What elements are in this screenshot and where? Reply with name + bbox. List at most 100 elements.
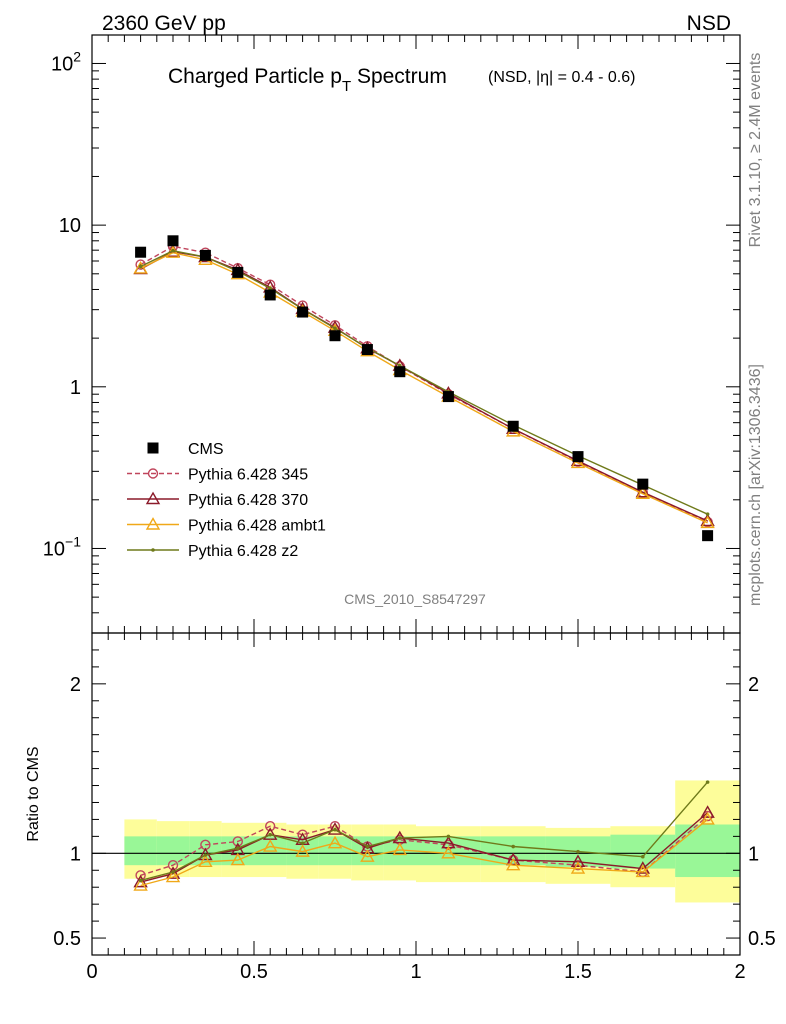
legend-label: Pythia 6.428 z2: [188, 543, 298, 560]
legend-item-cms: CMS: [147, 441, 224, 458]
ratio-point-pythia-6-428-370: [133, 874, 148, 888]
ratio-y-tick-label-right: 2: [748, 674, 759, 696]
ratio-point-pythia-6-428-ambt1: [262, 839, 278, 852]
ratio-point-pythia-6-428-z2: [236, 846, 240, 851]
main-point-pythia-6-428-z2: [138, 264, 143, 269]
main-point-cms: [361, 344, 373, 356]
main-point-pythia-6-428-ambt1: [570, 455, 586, 469]
ratio-point-pythia-6-428-ambt1: [327, 835, 343, 849]
main-point-cms: [297, 306, 309, 318]
ratio-point-pythia-6-428-z2: [365, 844, 370, 849]
ratio-point-pythia-6-428-370: [360, 840, 375, 854]
x-tick-label: 0: [86, 961, 97, 983]
legend-item-pythia-6-428-z2: Pythia 6.428 z2: [127, 543, 298, 560]
legend-label: Pythia 6.428 ambt1: [188, 518, 326, 535]
main-point-pythia-6-428-370: [700, 513, 715, 527]
legend-item-pythia-6-428-ambt1: Pythia 6.428 ambt1: [127, 517, 326, 535]
ratio-point-pythia-6-428-ambt1: [392, 842, 408, 856]
ratio-point-pythia-6-428-ambt1: [441, 845, 456, 859]
main-point-cms: [637, 478, 649, 490]
main-point-pythia-6-428-z2: [268, 286, 273, 291]
ratio-point-pythia-6-428-ambt1: [635, 864, 651, 878]
ratio-band-inner: [124, 836, 157, 866]
ratio-frame: [91, 632, 741, 956]
main-point-pythia-6-428-ambt1: [635, 486, 651, 499]
ratio-y-tick-label-right: 1: [748, 843, 759, 865]
ratio-panel: 0.5 0.51 12 20 0.5 1 1.5 2: [53, 632, 776, 983]
chart-title: Charged Particle pT Spectrum: [168, 65, 447, 95]
ratio-point-pythia-6-428-ambt1: [295, 844, 310, 857]
x-tick-label: 2: [734, 961, 745, 983]
legend-marker: [145, 517, 161, 530]
ratio-point-pythia-6-428-345: [572, 859, 584, 871]
ratio-point-pythia-6-428-370: [327, 822, 343, 835]
main-point-cms: [135, 246, 147, 258]
ratio-y-tick-label-left: 2: [70, 674, 81, 696]
ratio-band-inner: [675, 824, 740, 878]
main-point-cms: [572, 451, 584, 463]
ratio-point-pythia-6-428-ambt1: [133, 878, 148, 891]
x-tick-label: 1: [410, 961, 421, 983]
ratio-point-pythia-6-428-z2: [576, 849, 580, 854]
legend-label: Pythia 6.428 370: [188, 492, 308, 509]
legend-item-pythia-6-428-370: Pythia 6.428 370: [127, 491, 308, 509]
ratio-pythia-6-428-ambt1: [133, 812, 715, 891]
ratio-pythia-6-428-z2: [138, 780, 710, 883]
rivet-info: Rivet 3.1.10, ≥ 2.4M events: [747, 53, 764, 248]
legend-marker: [147, 468, 159, 479]
ratio-point-pythia-6-428-z2: [333, 827, 337, 832]
legend-label: CMS: [188, 441, 224, 458]
ratio-point-pythia-6-428-z2: [705, 780, 710, 784]
main-point-pythia-6-428-z2: [171, 248, 175, 253]
ratio-point-pythia-6-428-z2: [446, 834, 451, 839]
ratio-point-pythia-6-428-z2: [203, 853, 208, 857]
ratio-point-pythia-6-428-ambt1: [230, 852, 246, 866]
ratio-line-pythia-6-428-z2: [140, 781, 709, 882]
main-point-cms: [442, 391, 454, 403]
main-point-cms: [702, 530, 714, 542]
main-point-pythia-6-428-370: [635, 484, 651, 498]
legend-item-pythia-6-428-345: Pythia 6.428 345: [127, 467, 308, 484]
analysis-watermark: CMS_2010_S8547297: [344, 591, 486, 607]
ratio-point-pythia-6-428-z2: [300, 841, 305, 845]
main-y-tick-label: 102: [51, 48, 81, 75]
chart-title-qualifier: (NSD, |η| = 0.4 - 0.6): [488, 69, 635, 86]
ratio-point-pythia-6-428-z2: [268, 832, 273, 837]
ratio-point-pythia-6-428-ambt1: [198, 854, 213, 867]
ratio-point-pythia-6-428-ambt1: [570, 861, 586, 874]
legend-marker: [147, 442, 159, 454]
ratio-point-pythia-6-428-z2: [641, 854, 645, 859]
ratio-point-pythia-6-428-z2: [398, 836, 402, 840]
mcplots-info: mcplots.cern.ch [arXiv:1306.3436]: [747, 364, 764, 606]
main-point-cms: [167, 235, 179, 247]
ratio-y-tick-label-left: 0.5: [53, 928, 81, 950]
legend-marker: [145, 491, 161, 505]
main-panel: 102 10 1 10−1: [43, 34, 741, 634]
ratio-point-pythia-6-428-ambt1: [700, 812, 715, 825]
legend-label: Pythia 6.428 345: [188, 467, 308, 484]
header-right: NSD: [687, 12, 731, 35]
main-pythia-6-428-ambt1: [133, 245, 715, 529]
ratio-y-tick-label-left: 1: [70, 843, 81, 865]
main-point-cms: [329, 330, 341, 342]
main-point-pythia-6-428-ambt1: [700, 515, 715, 529]
ratio-point-pythia-6-428-z2: [171, 870, 175, 874]
main-y-tick-label: 10: [59, 215, 81, 237]
ratio-line-pythia-6-428-345: [140, 815, 709, 876]
ratio-point-pythia-6-428-370: [700, 805, 715, 818]
main-cms: [135, 235, 714, 542]
ratio-point-pythia-6-428-370: [635, 861, 651, 874]
main-y-tick-label: 10−1: [43, 533, 81, 560]
ratio-line-pythia-6-428-ambt1: [140, 818, 709, 887]
ratio-y-tick-label-right: 0.5: [748, 928, 776, 950]
main-point-pythia-6-428-z2: [705, 512, 710, 516]
main-point-cms: [232, 266, 244, 278]
ratio-point-pythia-6-428-ambt1: [360, 849, 375, 862]
main-point-pythia-6-428-z2: [333, 326, 337, 331]
ratio-point-pythia-6-428-345: [232, 836, 244, 847]
main-point-cms: [264, 289, 276, 301]
x-tick-label: 1.5: [564, 961, 592, 983]
legend: CMS Pythia 6.428 345 Pythia 6.428 370 Pythi…: [127, 441, 326, 560]
ratio-point-pythia-6-428-ambt1: [165, 869, 181, 883]
x-tick-label: 0.5: [240, 961, 268, 983]
